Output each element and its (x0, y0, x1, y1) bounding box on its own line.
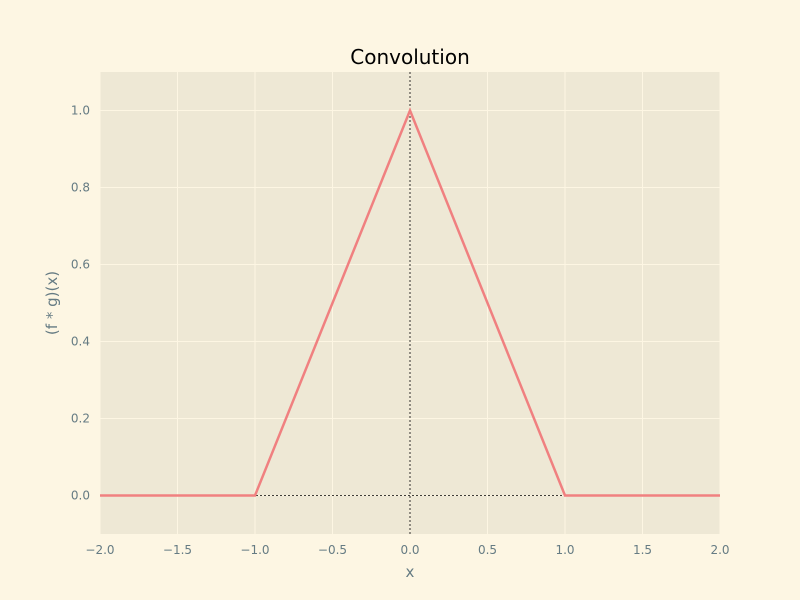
y-tick-label: 0.2 (71, 412, 90, 426)
y-tick-label: 0.0 (71, 489, 90, 503)
chart-title: Convolution (350, 45, 470, 69)
x-tick-label: 0.0 (400, 543, 419, 557)
x-tick-label: −1.0 (240, 543, 269, 557)
y-tick-label: 1.0 (71, 104, 90, 118)
y-tick-label: 0.6 (71, 258, 90, 272)
y-axis-label: (f * g)(x) (43, 271, 61, 335)
x-tick-label: 2.0 (710, 543, 729, 557)
x-tick-label: −1.5 (163, 543, 192, 557)
y-tick-label: 0.8 (71, 181, 90, 195)
series-line (100, 107, 720, 497)
x-axis-label: x (406, 563, 415, 581)
x-tick-label: −2.0 (85, 543, 114, 557)
y-tick-label: 0.4 (71, 335, 90, 349)
x-tick-label: 0.5 (478, 543, 497, 557)
x-tick-label: 1.5 (633, 543, 652, 557)
x-tick-label: 1.0 (555, 543, 574, 557)
x-tick-label: −0.5 (318, 543, 347, 557)
series-layer (100, 107, 720, 497)
tick-labels: −2.0 −1.5 −1.0 −0.5 0.0 0.5 1.0 1.5 2.0 0.0 0.2 0.4… (71, 104, 730, 558)
